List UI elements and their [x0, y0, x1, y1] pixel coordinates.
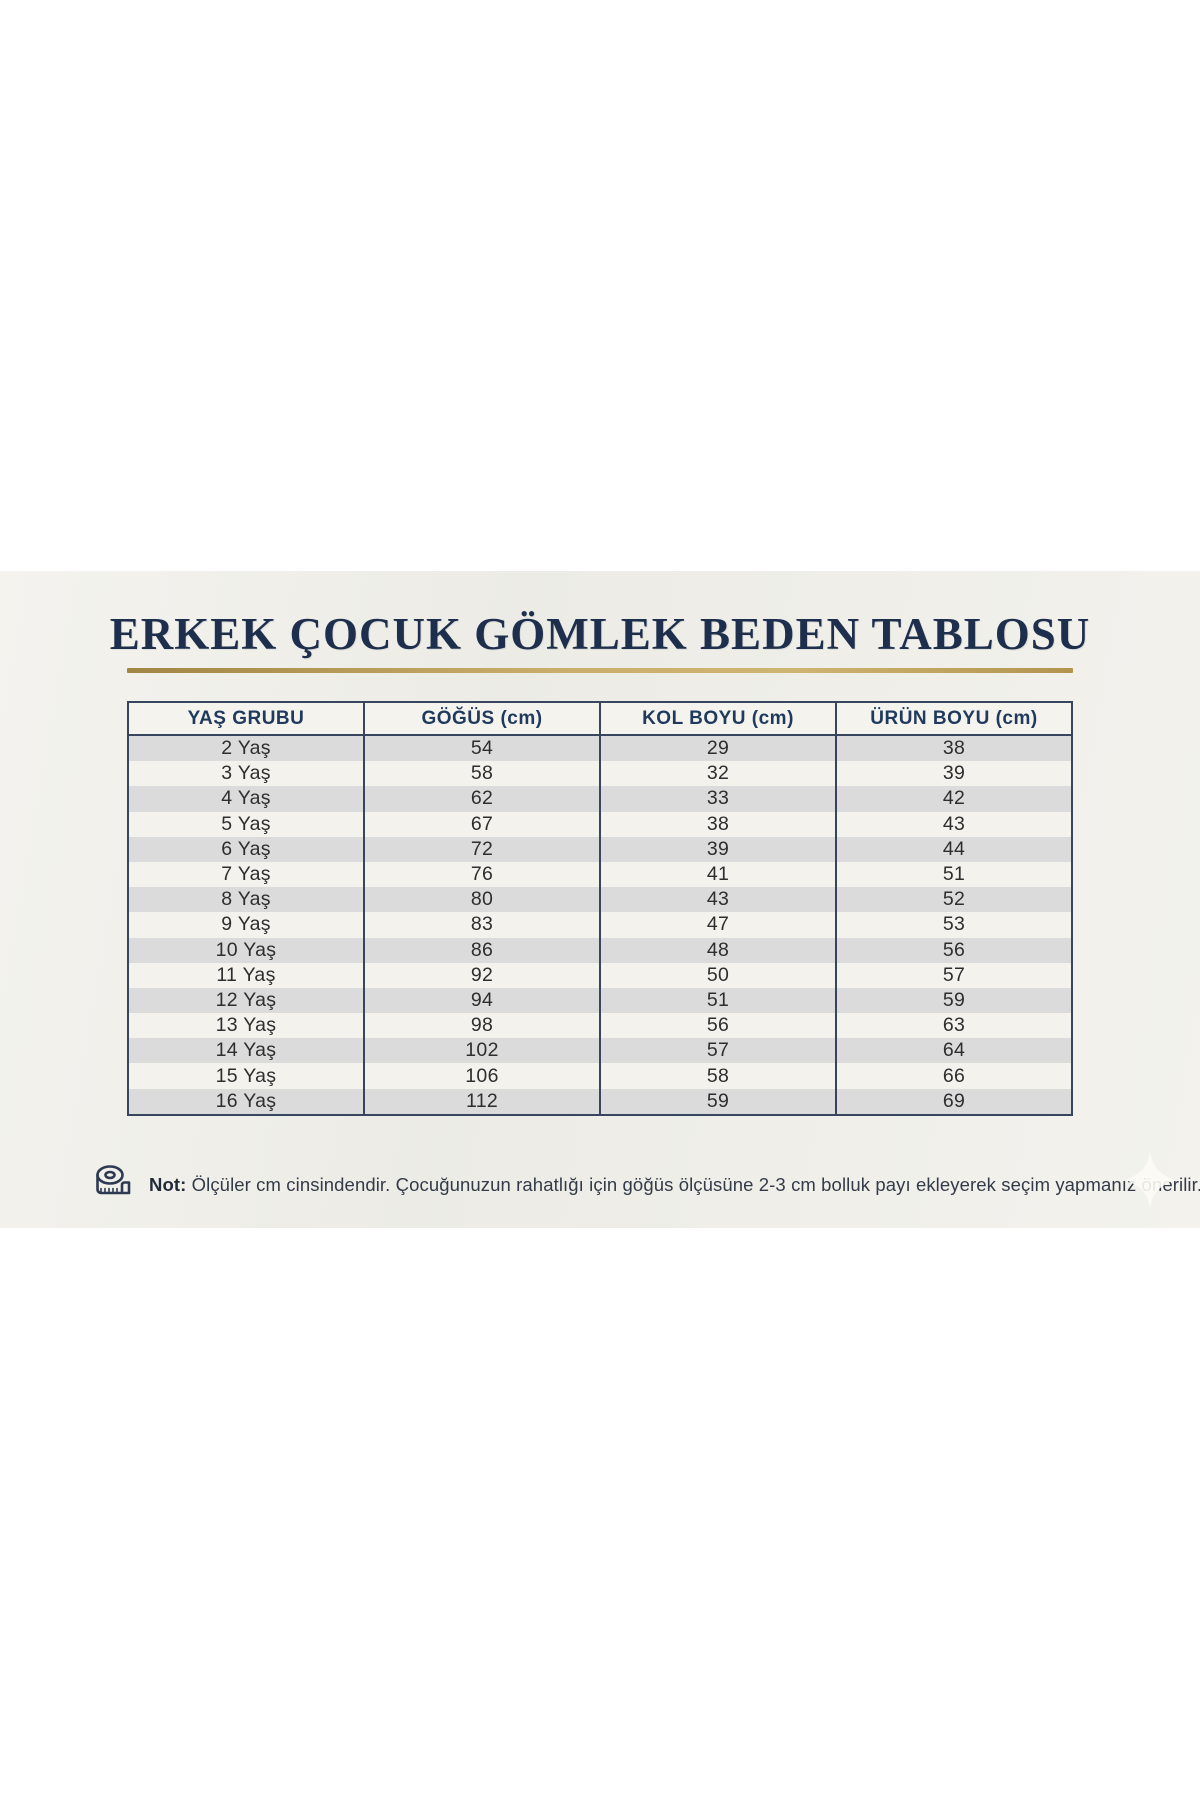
table-cell: 51 — [835, 861, 1073, 888]
table-body: 2 Yaş 54 29 38 3 Yaş 58 32 39 4 Yaş 62 33 42 5 Yaş 67… — [127, 735, 1073, 1116]
table-row: 12 Yaş 94 51 59 — [127, 987, 1073, 1014]
table-cell: 41 — [599, 861, 837, 888]
table-cell: 59 — [599, 1088, 837, 1116]
table-row: 8 Yaş 80 43 52 — [127, 887, 1073, 913]
table-cell: 72 — [363, 836, 601, 862]
table-cell: 16 Yaş — [127, 1088, 365, 1116]
table-cell: 12 Yaş — [127, 987, 365, 1014]
table-cell: 47 — [599, 912, 837, 938]
table-cell: 43 — [599, 887, 837, 913]
table-header-cell: GÖĞÜS (cm) — [363, 701, 601, 736]
table-cell: 58 — [363, 761, 601, 787]
table-cell: 56 — [599, 1013, 837, 1039]
table-cell: 42 — [835, 786, 1073, 812]
table-cell: 94 — [363, 987, 601, 1014]
table-cell: 106 — [363, 1063, 601, 1089]
table-cell: 39 — [835, 761, 1073, 787]
table-cell: 54 — [363, 735, 601, 762]
table-cell: 15 Yaş — [127, 1063, 365, 1089]
gold-divider — [127, 668, 1073, 673]
table-cell: 14 Yaş — [127, 1038, 365, 1064]
table-cell: 64 — [835, 1038, 1073, 1064]
table-cell: 44 — [835, 836, 1073, 862]
table-row: 6 Yaş 72 39 44 — [127, 836, 1073, 862]
table-row: 10 Yaş 86 48 56 — [127, 937, 1073, 963]
table-cell: 5 Yaş — [127, 811, 365, 837]
table-cell: 3 Yaş — [127, 761, 365, 787]
table-cell: 6 Yaş — [127, 836, 365, 862]
table-cell: 7 Yaş — [127, 861, 365, 888]
table-cell: 86 — [363, 937, 601, 963]
table-cell: 102 — [363, 1038, 601, 1064]
table-header-cell: ÜRÜN BOYU (cm) — [835, 701, 1073, 736]
table-cell: 98 — [363, 1013, 601, 1039]
table-row: 16 Yaş 112 59 69 — [127, 1088, 1073, 1116]
table-row: 13 Yaş 98 56 63 — [127, 1013, 1073, 1039]
table-cell: 11 Yaş — [127, 962, 365, 988]
table-cell: 53 — [835, 912, 1073, 938]
table-cell: 80 — [363, 887, 601, 913]
table-cell: 8 Yaş — [127, 887, 365, 913]
note-body: Ölçüler cm cinsindendir. Çocuğunuzun rah… — [186, 1173, 1200, 1195]
table-cell: 33 — [599, 786, 837, 812]
table-cell: 52 — [835, 887, 1073, 913]
table-row: 9 Yaş 83 47 53 — [127, 912, 1073, 938]
table-row: 14 Yaş 102 57 64 — [127, 1038, 1073, 1064]
note-text: Not: Ölçüler cm cinsindendir. Çocuğunuzu… — [149, 1174, 1200, 1196]
table-row: 5 Yaş 67 38 43 — [127, 811, 1073, 837]
table-cell: 59 — [835, 987, 1073, 1014]
table-cell: 112 — [363, 1088, 601, 1116]
table-cell: 38 — [835, 735, 1073, 762]
table-cell: 58 — [599, 1063, 837, 1089]
table-cell: 57 — [835, 962, 1073, 988]
table-cell: 2 Yaş — [127, 735, 365, 762]
table-cell: 9 Yaş — [127, 912, 365, 938]
table-row: 7 Yaş 76 41 51 — [127, 861, 1073, 888]
table-cell: 32 — [599, 761, 837, 787]
table-cell: 66 — [835, 1063, 1073, 1089]
table-row: 4 Yaş 62 33 42 — [127, 786, 1073, 812]
table-cell: 83 — [363, 912, 601, 938]
table-cell: 50 — [599, 962, 837, 988]
table-row: 2 Yaş 54 29 38 — [127, 735, 1073, 762]
table-header-cell: KOL BOYU (cm) — [599, 701, 837, 736]
table-cell: 39 — [599, 836, 837, 862]
table-cell: 92 — [363, 962, 601, 988]
measuring-tape-icon — [95, 1164, 139, 1205]
table-cell: 63 — [835, 1013, 1073, 1039]
table-cell: 67 — [363, 811, 601, 837]
table-cell: 29 — [599, 735, 837, 762]
table-cell: 4 Yaş — [127, 786, 365, 812]
size-chart-table: YAŞ GRUBU GÖĞÜS (cm) KOL BOYU (cm) ÜRÜN BOY… — [127, 701, 1073, 1116]
table-cell: 13 Yaş — [127, 1013, 365, 1039]
table-cell: 57 — [599, 1038, 837, 1064]
sparkle-diamond-icon — [1126, 1152, 1174, 1208]
table-header-cell: YAŞ GRUBU — [127, 701, 365, 736]
table-cell: 56 — [835, 937, 1073, 963]
table-cell: 76 — [363, 861, 601, 888]
table-cell: 43 — [835, 811, 1073, 837]
page-title: ERKEK ÇOCUK GÖMLEK BEDEN TABLOSU — [109, 609, 1091, 659]
table-header-row: YAŞ GRUBU GÖĞÜS (cm) KOL BOYU (cm) ÜRÜN BOY… — [127, 701, 1073, 736]
table-cell: 10 Yaş — [127, 937, 365, 963]
note-row: Not: Ölçüler cm cinsindendir. Çocuğunuzu… — [95, 1164, 1200, 1205]
table-cell: 62 — [363, 786, 601, 812]
table-row: 15 Yaş 106 58 66 — [127, 1063, 1073, 1089]
table-row: 11 Yaş 92 50 57 — [127, 962, 1073, 988]
table-row: 3 Yaş 58 32 39 — [127, 761, 1073, 787]
table-cell: 51 — [599, 987, 837, 1014]
table-cell: 38 — [599, 811, 837, 837]
note-label: Not: — [149, 1173, 187, 1195]
table-cell: 48 — [599, 937, 837, 963]
table-cell: 69 — [835, 1088, 1073, 1116]
